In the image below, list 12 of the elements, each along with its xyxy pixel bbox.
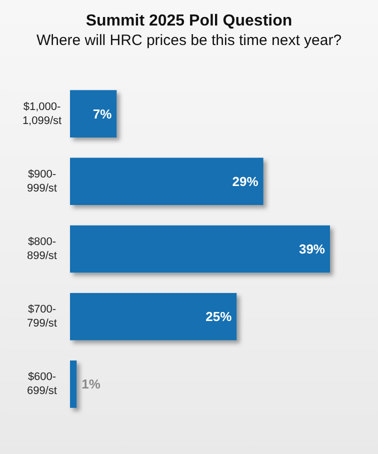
data-label: 29% (232, 174, 259, 189)
chart-subtitle: Where will HRC prices be this time next year? (36, 32, 342, 49)
y-tick-label: $1,000- 1,099/st (22, 100, 62, 127)
y-tick-label: $700- 799/st (27, 304, 57, 330)
data-label: 7% (92, 106, 112, 122)
y-tick-label: $900- 999/st (27, 168, 57, 194)
chart-title: Summit 2025 Poll Question (86, 12, 292, 30)
data-label: 1% (82, 376, 101, 392)
y-tick-label: $800- 899/st (27, 236, 57, 262)
data-label: 39% (298, 242, 326, 256)
y-tick-label: $600- 699/st (27, 371, 57, 398)
data-label: 25% (206, 309, 232, 324)
